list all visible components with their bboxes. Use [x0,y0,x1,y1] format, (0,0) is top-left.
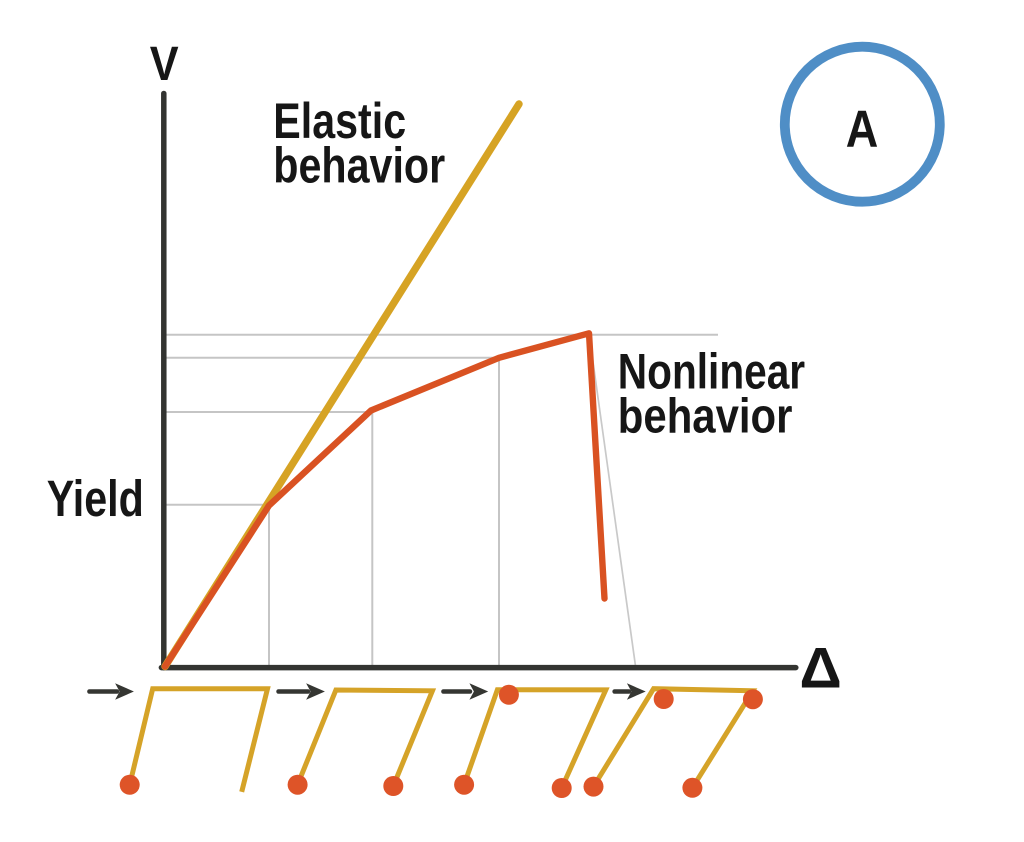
svg-text:A: A [846,100,879,158]
svg-text:behavior: behavior [273,136,445,193]
svg-text:Δ: Δ [800,636,842,700]
svg-text:Nonlinear: Nonlinear [618,343,805,399]
svg-text:Elastic: Elastic [273,92,406,149]
svg-text:V: V [150,37,179,91]
svg-text:behavior: behavior [618,387,793,443]
svg-text:Yield: Yield [47,470,144,527]
